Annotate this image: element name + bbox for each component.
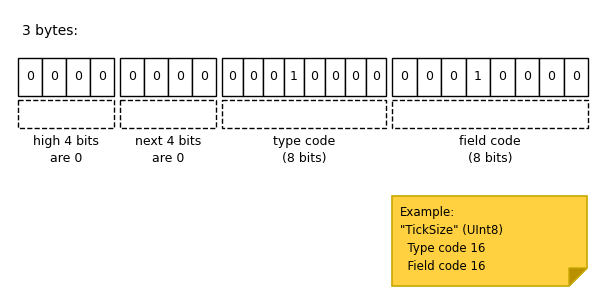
Text: 0: 0 bbox=[269, 70, 277, 83]
Bar bbox=[563, 58, 588, 96]
Text: 3 bytes:: 3 bytes: bbox=[22, 24, 78, 38]
Text: 0: 0 bbox=[176, 70, 184, 83]
Bar bbox=[263, 58, 284, 96]
Bar bbox=[325, 58, 345, 96]
Bar bbox=[365, 58, 386, 96]
Polygon shape bbox=[569, 268, 587, 286]
Text: Example:: Example: bbox=[400, 206, 455, 219]
Text: 0: 0 bbox=[200, 70, 208, 83]
Text: 0: 0 bbox=[498, 70, 506, 83]
Bar bbox=[392, 58, 416, 96]
Bar bbox=[515, 58, 539, 96]
Bar bbox=[168, 58, 192, 96]
Text: 0: 0 bbox=[50, 70, 58, 83]
Bar bbox=[42, 58, 66, 96]
Bar bbox=[242, 58, 263, 96]
Bar bbox=[18, 100, 114, 128]
Text: 0: 0 bbox=[425, 70, 433, 83]
Text: 0: 0 bbox=[98, 70, 106, 83]
Text: Field code 16: Field code 16 bbox=[400, 260, 485, 273]
Text: 0: 0 bbox=[372, 70, 380, 83]
Bar bbox=[90, 58, 114, 96]
Text: next 4 bits
are 0: next 4 bits are 0 bbox=[135, 135, 201, 165]
Bar bbox=[144, 58, 168, 96]
Bar bbox=[284, 58, 304, 96]
Text: high 4 bits
are 0: high 4 bits are 0 bbox=[33, 135, 99, 165]
Bar bbox=[222, 58, 242, 96]
Bar bbox=[441, 58, 466, 96]
Text: 0: 0 bbox=[74, 70, 82, 83]
Text: 0: 0 bbox=[128, 70, 136, 83]
Bar bbox=[490, 58, 515, 96]
Bar bbox=[392, 100, 588, 128]
Text: field code
(8 bits): field code (8 bits) bbox=[459, 135, 521, 165]
Polygon shape bbox=[392, 196, 587, 286]
Bar bbox=[222, 100, 386, 128]
Text: Type code 16: Type code 16 bbox=[400, 242, 485, 255]
Bar bbox=[120, 58, 144, 96]
Text: 0: 0 bbox=[572, 70, 580, 83]
Bar bbox=[466, 58, 490, 96]
Text: 0: 0 bbox=[228, 70, 236, 83]
Text: 1: 1 bbox=[474, 70, 482, 83]
Bar bbox=[345, 58, 365, 96]
Bar bbox=[18, 58, 42, 96]
Bar bbox=[416, 58, 441, 96]
Text: 0: 0 bbox=[310, 70, 318, 83]
Text: 0: 0 bbox=[249, 70, 257, 83]
Bar bbox=[539, 58, 563, 96]
Text: 0: 0 bbox=[331, 70, 339, 83]
Text: type code
(8 bits): type code (8 bits) bbox=[273, 135, 335, 165]
Text: "TickSize" (UInt8): "TickSize" (UInt8) bbox=[400, 224, 503, 237]
Text: 0: 0 bbox=[523, 70, 531, 83]
Text: 0: 0 bbox=[547, 70, 555, 83]
Text: 0: 0 bbox=[449, 70, 457, 83]
Text: 0: 0 bbox=[400, 70, 408, 83]
Bar bbox=[192, 58, 216, 96]
Text: 1: 1 bbox=[290, 70, 298, 83]
Bar bbox=[120, 100, 216, 128]
Bar bbox=[66, 58, 90, 96]
Bar bbox=[304, 58, 325, 96]
Text: 0: 0 bbox=[152, 70, 160, 83]
Text: 0: 0 bbox=[26, 70, 34, 83]
Text: 0: 0 bbox=[351, 70, 359, 83]
